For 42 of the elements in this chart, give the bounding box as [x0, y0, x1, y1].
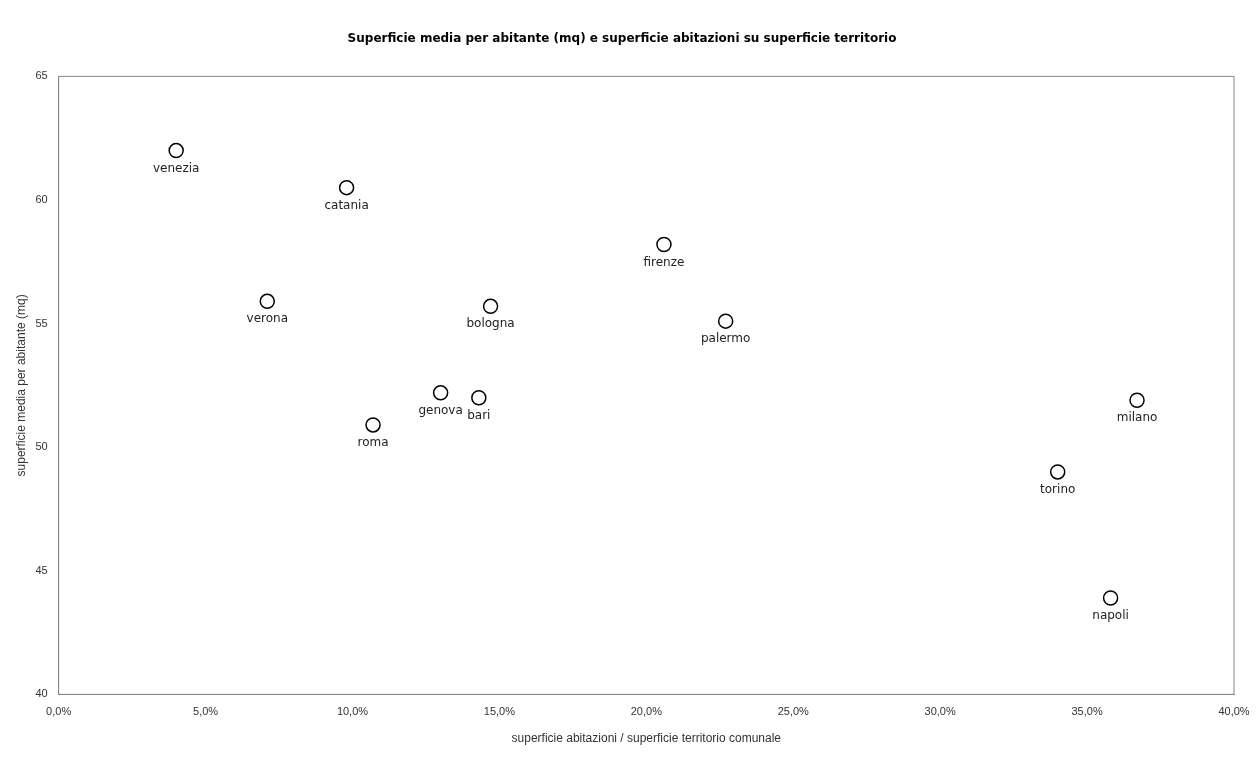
y-tick-label: 65 [35, 69, 48, 82]
point [338, 179, 355, 196]
point [1102, 590, 1119, 606]
y-tick-label: 50 [35, 440, 48, 453]
x-tick-label: 20,0% [630, 705, 663, 718]
point [259, 293, 276, 310]
data-label: genova [418, 402, 463, 417]
x-tick-label: 35,0% [1071, 705, 1103, 718]
data-label: napoli [1092, 608, 1129, 623]
data-label: verona [246, 311, 288, 326]
x-tick-label: 15,0% [483, 705, 516, 718]
point [432, 385, 449, 401]
data-label: catania [324, 197, 369, 212]
point [1129, 392, 1145, 408]
data-label: roma [357, 435, 389, 450]
data-label: bari [467, 407, 491, 422]
data-label: torino [1040, 482, 1076, 497]
x-tick-label: 10,0% [336, 705, 369, 718]
y-tick-label: 45 [35, 563, 48, 576]
point [656, 236, 672, 253]
point [1049, 464, 1066, 480]
data-label: bologna [466, 316, 515, 331]
y-tick-label: 55 [35, 316, 48, 329]
point [717, 313, 734, 329]
point [365, 417, 381, 433]
x-tick-label: 30,0% [924, 705, 956, 718]
x-tick-label: 25,0% [777, 705, 810, 718]
x-tick-label: 5,0% [193, 705, 219, 718]
x-axis-title: superficie abitazioni / superficie territorio comunale [511, 731, 782, 746]
data-label: venezia [152, 160, 200, 175]
y-tick-label: 60 [35, 193, 48, 206]
point [168, 142, 184, 159]
point [471, 390, 487, 406]
data-label: milano [1116, 410, 1158, 425]
y-tick-label: 40 [35, 687, 48, 700]
data-label: firenze [643, 254, 685, 269]
data-label: palermo [700, 331, 751, 346]
x-tick-label: 0,0% [46, 705, 72, 718]
x-tick-label: 40,0% [1218, 705, 1250, 718]
point [482, 298, 499, 315]
chart-title: Superficie media per abitante (mq) e superficie abitazioni su superficie territorio [347, 31, 897, 46]
y-axis-title: superficie media per abitante (mq) [13, 294, 28, 477]
